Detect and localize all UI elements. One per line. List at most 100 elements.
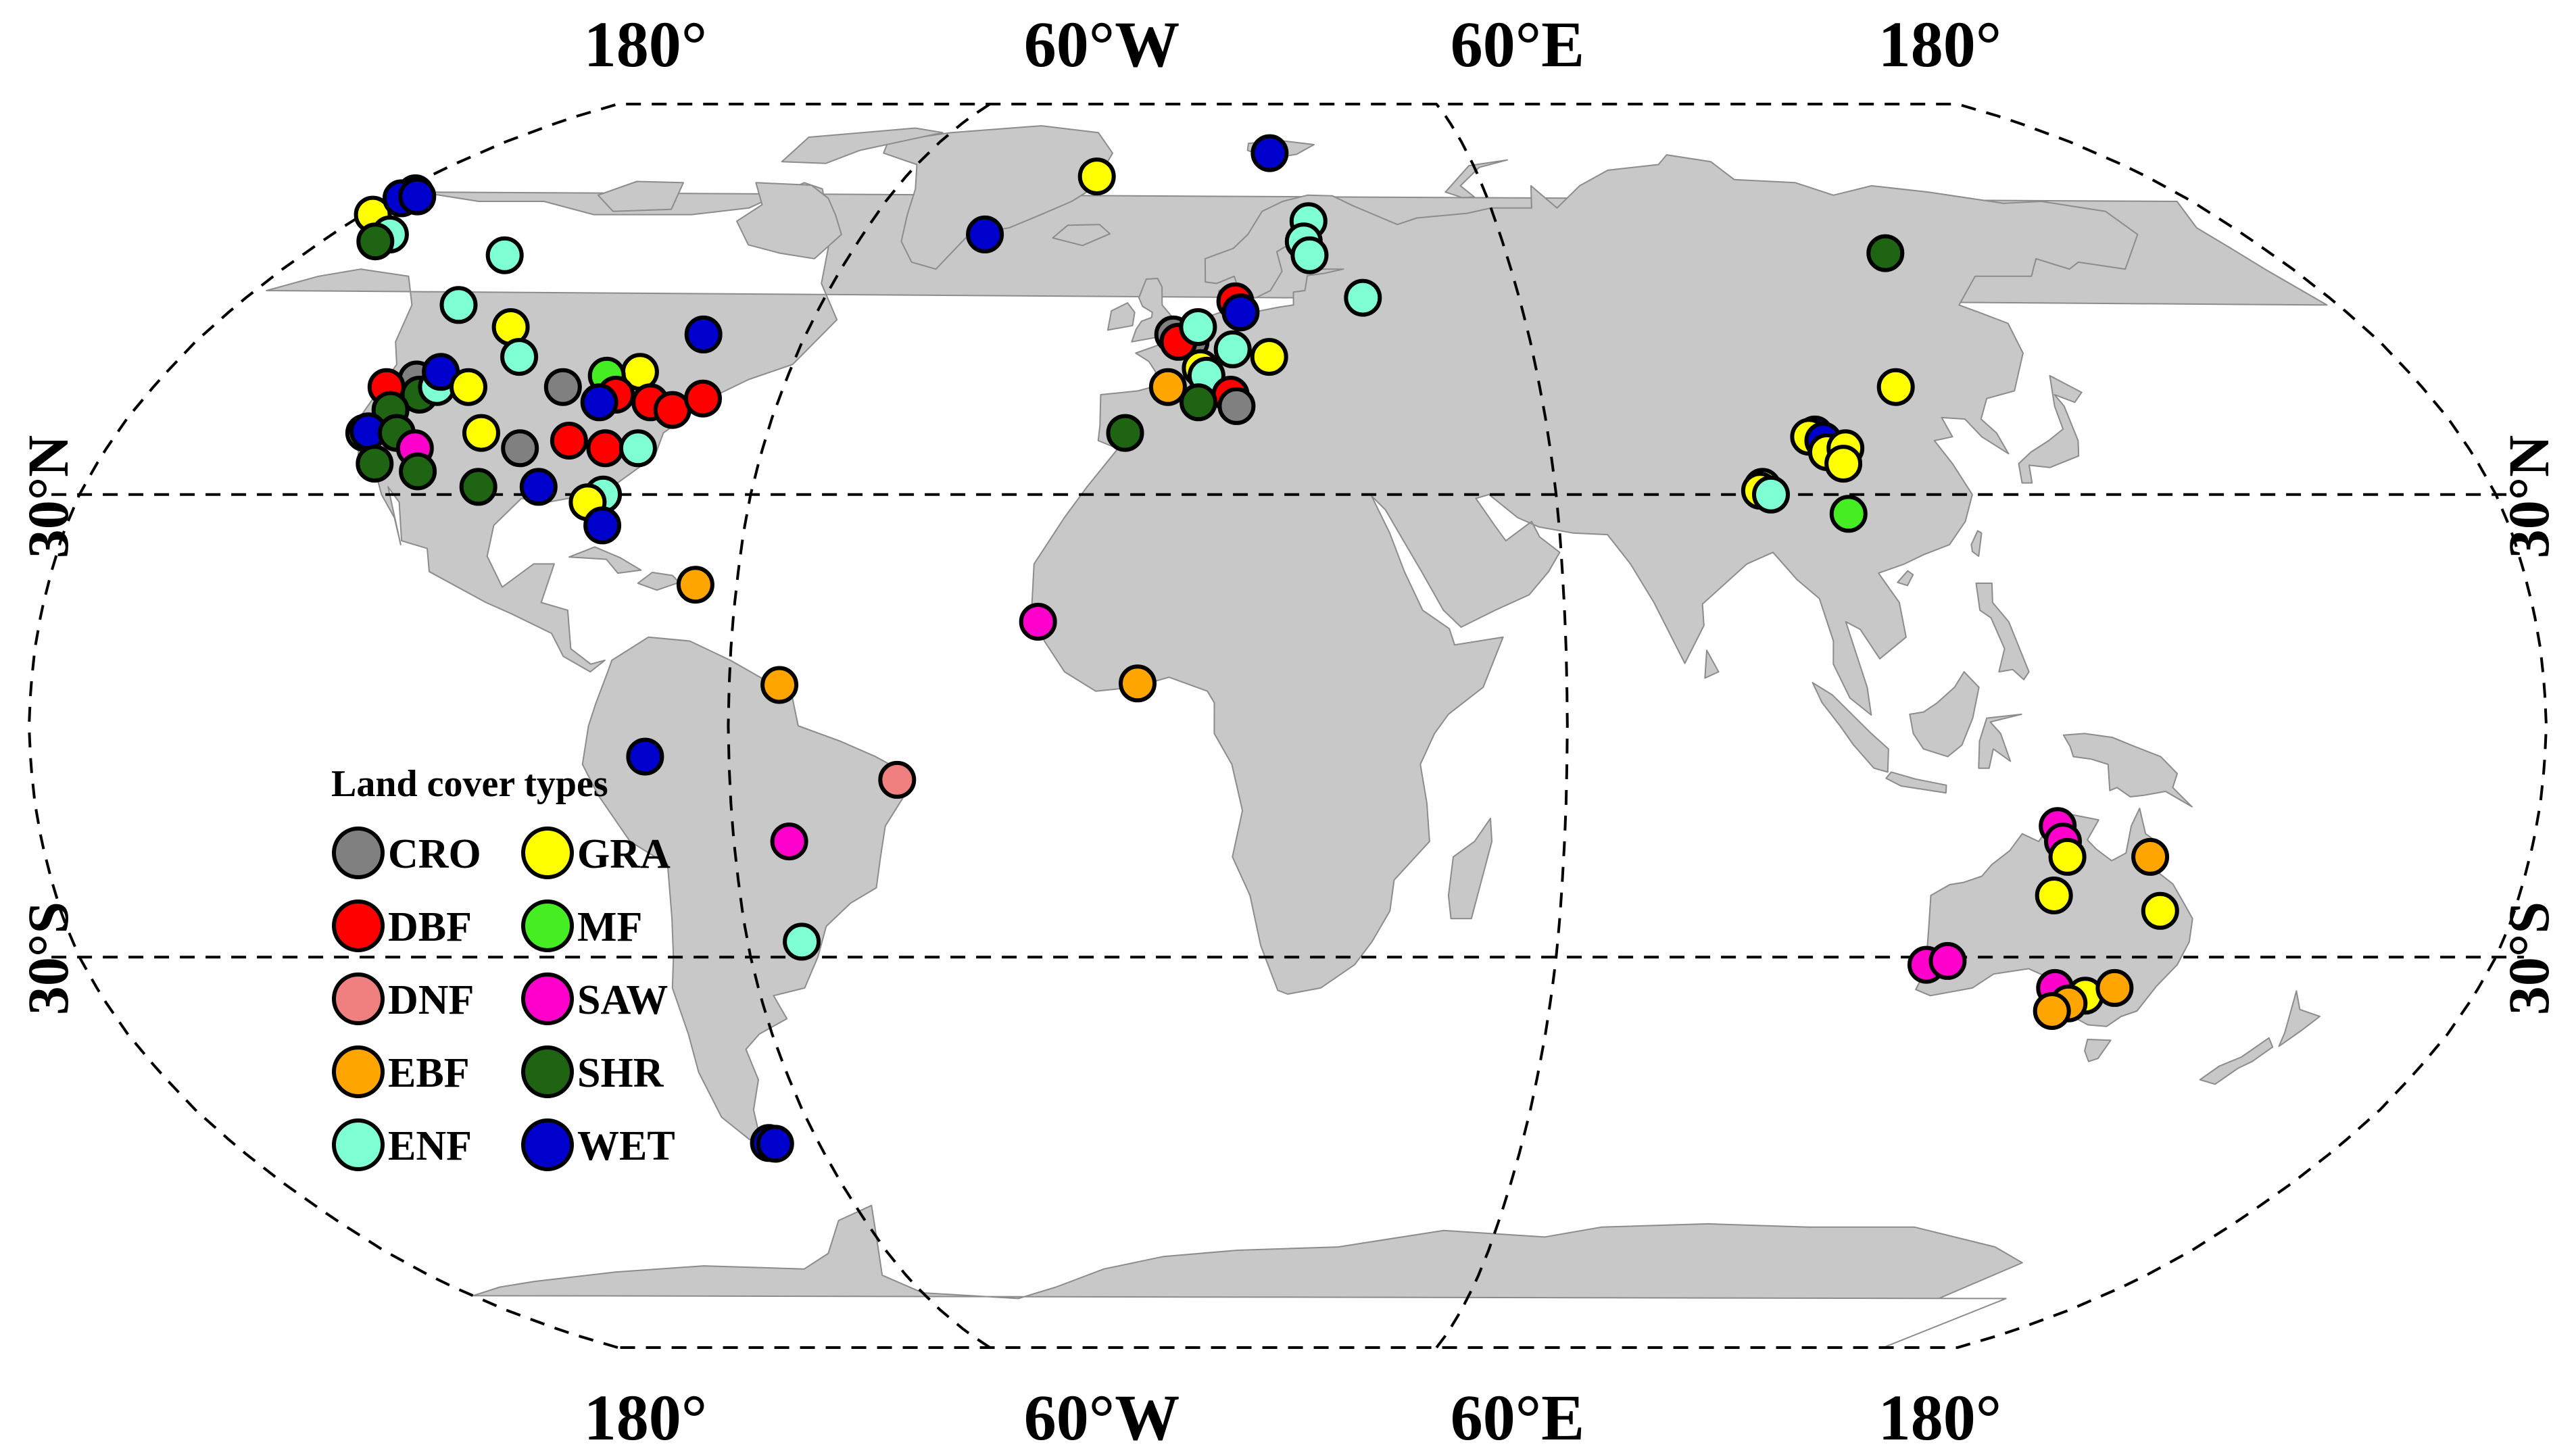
legend-swatch-enf (332, 1118, 385, 1171)
hispaniola-land (637, 572, 680, 591)
site-marker-gra (449, 368, 487, 406)
legend-swatch-mf (521, 900, 574, 952)
lat-label-right-30s: 30°S (2496, 902, 2561, 1015)
lon-label-top-180e: 180° (1878, 8, 2001, 80)
site-marker-saw (1019, 603, 1057, 641)
borneo-land (1909, 671, 1980, 758)
iceland-land (1052, 224, 1111, 247)
site-layer (345, 134, 2179, 1163)
lon-label-bottom-60e: 60°E (1451, 1381, 1584, 1453)
site-marker-wet (1221, 293, 1260, 332)
legend-title: Land cover types (331, 763, 608, 805)
hainan-land (1897, 570, 1914, 587)
site-marker-dnf (878, 760, 917, 799)
site-marker-cro (501, 429, 539, 468)
site-marker-ebf (676, 566, 714, 604)
new-zealand-north-land (2278, 990, 2320, 1048)
site-marker-ebf (1119, 664, 1157, 703)
lon-label-bottom-180e: 180° (1878, 1381, 2001, 1453)
site-marker-gra (2048, 837, 2087, 876)
site-marker-wet (583, 506, 622, 545)
legend-label-shr: SHR (577, 1050, 664, 1096)
site-marker-ebf (2033, 992, 2071, 1030)
site-marker-wet (756, 1125, 794, 1163)
sulawesi-land (1978, 713, 2022, 769)
lon-label-bottom-60w: 60°W (1024, 1381, 1180, 1453)
legend-swatch-ebf (332, 1045, 385, 1098)
legend-label-dnf: DNF (388, 977, 474, 1023)
site-marker-shr (356, 222, 395, 261)
cuba-land (568, 546, 642, 574)
legend-label-enf: ENF (388, 1123, 472, 1169)
legend-swatch-wet (521, 1118, 574, 1171)
site-marker-enf (1290, 236, 1329, 274)
legend-swatch-dnf (332, 972, 385, 1025)
novaya-zemlya-land (1444, 159, 1508, 199)
ellesmere-land (781, 127, 944, 164)
madagascar-land (1447, 817, 1493, 920)
site-marker-enf (783, 922, 821, 961)
legend-label-ebf: EBF (388, 1050, 470, 1096)
lat-label-left-30s: 30°S (16, 902, 80, 1015)
legend-label-wet: WET (577, 1123, 675, 1169)
victoria-island-land (597, 180, 684, 212)
lon-label-top-180w: 180° (584, 8, 707, 80)
site-marker-ebf (1148, 368, 1187, 406)
site-marker-saw (1928, 941, 1967, 980)
legend-swatch-gra (521, 827, 574, 879)
legend-label-saw: SAW (577, 977, 668, 1023)
site-marker-mf (1829, 495, 1868, 533)
lon-label-top-60e: 60°E (1451, 8, 1584, 80)
site-marker-enf (439, 286, 478, 324)
site-marker-enf (1752, 475, 1790, 514)
site-marker-dbf (586, 429, 625, 468)
legend: Land cover types CRO GRA DBF MF DNF SAW EBF SHR… (331, 763, 675, 1171)
land-layer (266, 125, 2328, 1348)
lon-label-bottom-180w: 180° (584, 1381, 707, 1453)
new-zealand-south-land (2199, 1037, 2274, 1085)
site-marker-shr (1180, 383, 1217, 422)
legend-label-gra: GRA (577, 831, 671, 877)
site-marker-wet (398, 177, 437, 216)
site-marker-wet (684, 315, 723, 353)
site-marker-gra (1077, 157, 1116, 196)
site-marker-wet (519, 468, 558, 506)
site-marker-wet (966, 215, 1004, 253)
sumatra-land (1812, 682, 1889, 773)
site-marker-enf (1179, 308, 1217, 346)
graticule-layer (27, 103, 2548, 1349)
site-marker-enf (1213, 330, 1252, 368)
site-marker-shr (399, 452, 437, 491)
meridian-60w (727, 103, 991, 1349)
site-marker-wet (580, 383, 618, 422)
site-marker-enf (485, 236, 524, 274)
legend-swatch-shr (521, 1045, 574, 1098)
legend-label-dbf: DBF (388, 904, 472, 950)
site-marker-cro (1217, 387, 1256, 425)
site-marker-shr (459, 468, 497, 506)
site-marker-wet (1250, 134, 1289, 172)
site-marker-gra (462, 414, 500, 452)
taiwan-land (1970, 530, 1983, 557)
java-land (1885, 771, 1947, 794)
site-marker-dbf (550, 422, 588, 460)
site-marker-gra (1876, 368, 1915, 406)
lat-label-left-30n: 30°N (16, 435, 80, 559)
site-marker-shr (1106, 414, 1144, 452)
philippines-land (1975, 583, 2030, 681)
site-marker-ebf (2095, 968, 2134, 1007)
legend-swatch-cro (332, 827, 385, 879)
site-marker-dbf (684, 379, 722, 418)
map-boundary-frame (27, 103, 2548, 1349)
site-marker-ebf (760, 666, 799, 704)
legend-swatch-dbf (332, 900, 385, 952)
legend-label-cro: CRO (388, 831, 481, 877)
legend-label-mf: MF (577, 904, 642, 950)
antarctica-land (472, 1204, 2023, 1348)
legend-items: CRO GRA DBF MF DNF SAW EBF SHR ENF WET (332, 827, 675, 1171)
site-marker-shr (1866, 234, 1905, 272)
lat-label-right-30n: 30°N (2496, 435, 2561, 559)
eurasia-africa-land (1031, 154, 2139, 995)
site-marker-cro (543, 368, 582, 406)
lon-label-top-60w: 60°W (1024, 8, 1180, 80)
